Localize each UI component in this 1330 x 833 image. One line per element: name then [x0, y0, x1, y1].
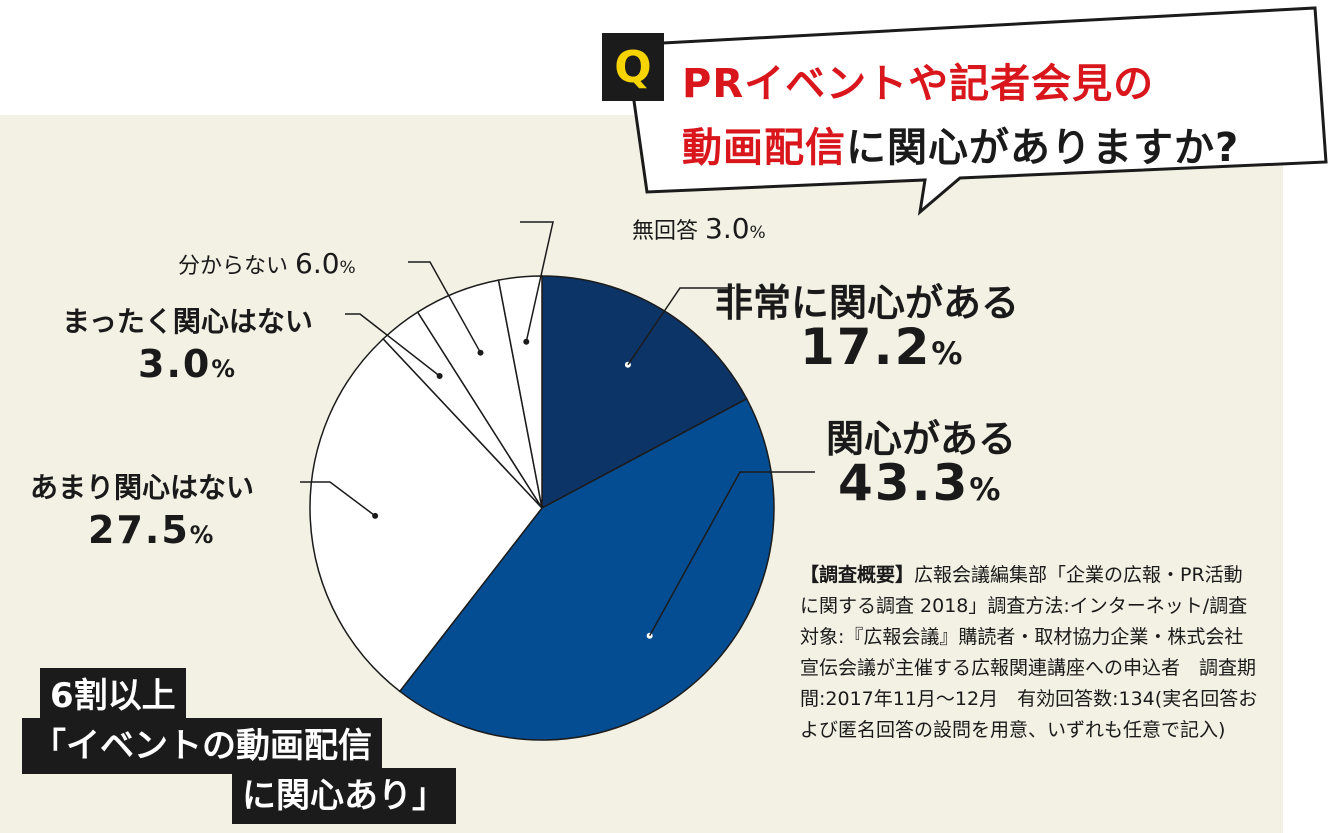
leader-line-not-very-interested: [300, 481, 376, 517]
survey-note-text: 広報会議編集部「企業の広報・PR活動に関する調査 2018」調査方法:インターネ…: [800, 564, 1258, 741]
leader-line-very-interested: [627, 287, 735, 366]
question-line2-highlight: 動画配信: [682, 125, 846, 171]
slice-value-not-at-all-interested: 3.0%: [138, 342, 237, 386]
pie-slice-not-very-interested: [309, 337, 543, 693]
pie-slice-interested: [398, 397, 775, 741]
slice-label-very-interested: 非常に関心がある: [715, 281, 1020, 325]
question-line1: PRイベントや記者会見の: [682, 61, 1155, 107]
slice-label-dont-know: 分からない 6.0%: [178, 247, 356, 280]
slice-value-interested: 43.3%: [838, 454, 1003, 512]
slice-label-no-answer: 無回答 3.0%: [632, 212, 766, 245]
leader-line-dont-know: [408, 261, 482, 354]
callout-line3: に関心あり」: [232, 768, 456, 824]
question-badge: Q: [602, 33, 664, 101]
leader-line-not-at-all-interested: [345, 313, 441, 377]
callout-line1: 6割以上: [40, 668, 186, 724]
survey-note: 【調査概要】広報会議編集部「企業の広報・PR活動に関する調査 2018」調査方法…: [800, 560, 1260, 746]
callout-line2: 「イベントの動画配信: [22, 718, 382, 774]
slice-value-very-interested: 17.2%: [800, 318, 965, 376]
speech-bubble-shape: [624, 6, 1328, 216]
leader-line-no-answer: [520, 221, 554, 342]
slice-value-not-very-interested: 27.5%: [88, 508, 216, 552]
pie-slice-very-interested: [541, 275, 748, 510]
slice-label-not-at-all-interested: まったく関心はない: [62, 305, 313, 338]
slice-label-not-very-interested: あまり関心はない: [30, 471, 255, 504]
pie-slice-no-answer: [497, 275, 543, 509]
slice-label-interested: 関心がある: [826, 417, 1017, 461]
survey-note-heading: 【調査概要】: [800, 564, 915, 586]
question-line2-rest: に関心がありますか?: [846, 125, 1240, 171]
leader-line-interested: [649, 471, 815, 637]
question-text: PRイベントや記者会見の 動画配信に関心がありますか?: [682, 52, 1239, 180]
